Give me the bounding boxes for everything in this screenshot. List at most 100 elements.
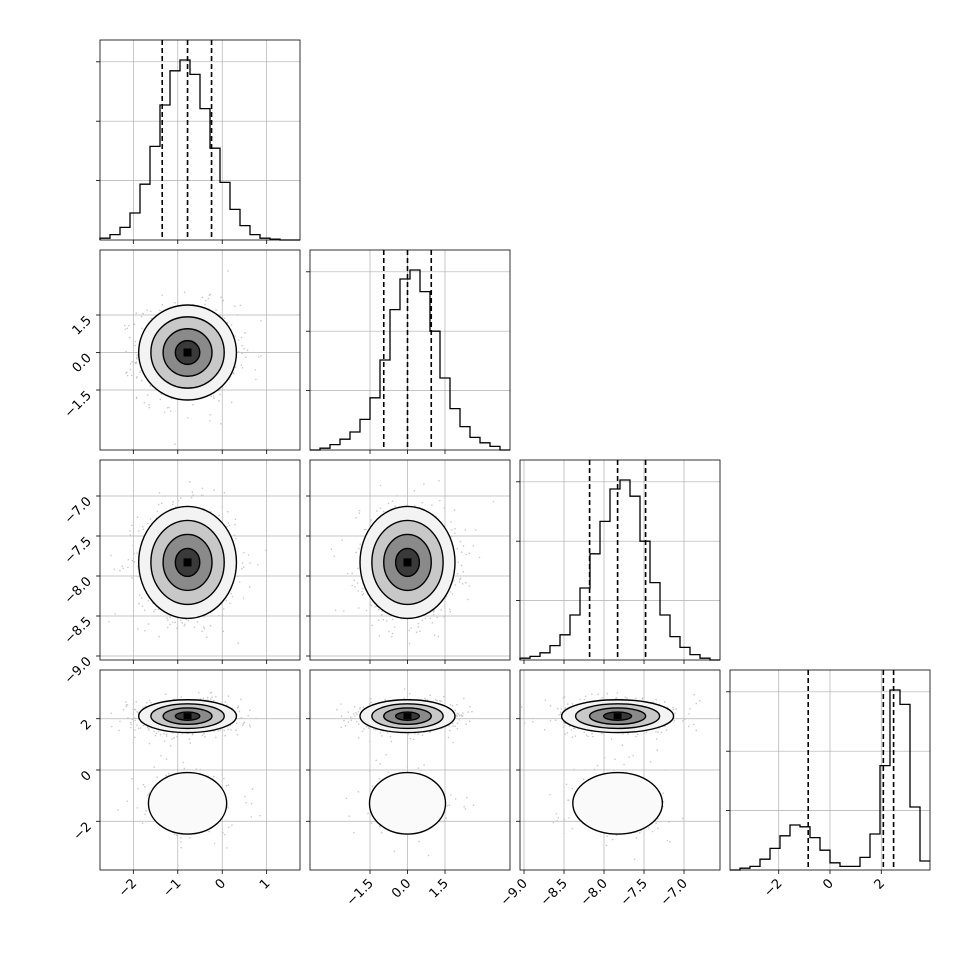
sample-point: [132, 708, 135, 710]
sample-point: [347, 721, 350, 723]
sample-point: [350, 719, 353, 722]
sample-point: [213, 489, 215, 491]
sample-point: [237, 706, 239, 709]
sample-point: [388, 630, 390, 633]
sample-point: [139, 371, 141, 374]
hist-panel-4: [726, 669, 931, 871]
sample-point: [161, 294, 164, 297]
sample-point: [413, 489, 416, 492]
sample-point: [433, 634, 436, 636]
sample-point: [381, 615, 383, 617]
sample-point: [436, 616, 439, 619]
sample-point: [204, 299, 207, 302]
sample-point: [147, 522, 149, 525]
sample-point: [155, 732, 158, 735]
density-contour: [368, 771, 447, 835]
sample-point: [241, 562, 244, 564]
sample-point: [169, 744, 172, 747]
sample-point: [432, 613, 435, 616]
sample-point: [247, 714, 250, 717]
sample-point: [238, 710, 241, 713]
sample-point: [244, 332, 246, 334]
sample-point: [247, 554, 250, 556]
sample-point: [174, 621, 176, 623]
sample-point: [138, 602, 140, 605]
sample-point: [206, 696, 209, 699]
sample-point: [227, 270, 229, 272]
sample-point: [415, 631, 418, 634]
sample-point: [384, 698, 386, 701]
sample-point: [387, 502, 390, 505]
sample-point: [125, 372, 127, 374]
sample-point: [215, 309, 217, 311]
sample-point: [408, 629, 411, 632]
sample-point: [254, 369, 257, 371]
sample-point: [130, 726, 132, 729]
sample-point: [340, 715, 343, 718]
sample-point: [601, 696, 603, 699]
sample-point: [173, 737, 175, 739]
sample-point: [159, 309, 161, 312]
sample-point: [157, 503, 160, 506]
sample-point: [131, 577, 133, 579]
sample-point: [378, 777, 381, 780]
sample-point: [378, 634, 381, 637]
sample-point: [126, 704, 129, 706]
sample-point: [442, 820, 445, 823]
sample-point: [374, 605, 376, 608]
sample-point: [223, 491, 226, 494]
hist-panel-3: [516, 459, 721, 661]
sample-point: [237, 705, 240, 707]
sample-point: [342, 610, 345, 612]
sample-point: [433, 609, 435, 612]
sample-point: [478, 556, 481, 559]
sample-point: [180, 836, 182, 839]
sample-point: [431, 504, 433, 507]
sample-point: [199, 768, 202, 771]
sample-point: [149, 310, 152, 313]
sample-point: [355, 551, 357, 554]
sample-point: [242, 722, 245, 725]
sample-point: [464, 529, 467, 531]
sample-point: [230, 592, 232, 595]
sample-point: [174, 443, 176, 445]
panel-frame: [309, 249, 511, 451]
sample-point: [368, 770, 371, 772]
sample-point: [564, 707, 567, 709]
sample-point: [333, 555, 336, 558]
sample-point: [385, 753, 388, 756]
sample-point: [210, 691, 213, 694]
sample-point: [147, 623, 150, 625]
sample-point: [427, 854, 430, 857]
sample-point: [249, 709, 251, 712]
sample-point: [454, 584, 456, 586]
sample-point: [233, 534, 236, 537]
sample-point: [408, 692, 411, 695]
sample-point: [357, 589, 360, 592]
sample-point: [153, 610, 155, 613]
sample-point: [228, 524, 231, 527]
density-contour: [147, 771, 228, 835]
sample-point: [369, 520, 372, 522]
sample-point: [260, 355, 262, 357]
sample-point: [110, 712, 113, 714]
sample-point: [144, 785, 146, 788]
sample-point: [657, 827, 659, 830]
histogram-step: [310, 269, 510, 451]
sample-point: [192, 403, 194, 406]
sample-point: [558, 714, 560, 716]
sample-point: [652, 701, 655, 704]
sample-point: [149, 451, 151, 453]
sample-point: [137, 535, 140, 537]
sample-point: [123, 324, 126, 327]
sample-point: [133, 561, 136, 563]
sample-point: [365, 609, 368, 612]
sample-point: [606, 692, 609, 695]
sample-point: [130, 374, 133, 377]
sample-point: [361, 590, 363, 593]
sample-point: [234, 366, 237, 369]
sample-point: [356, 720, 358, 723]
sample-point: [408, 642, 411, 645]
sample-point: [223, 317, 226, 320]
sample-point: [221, 614, 224, 616]
